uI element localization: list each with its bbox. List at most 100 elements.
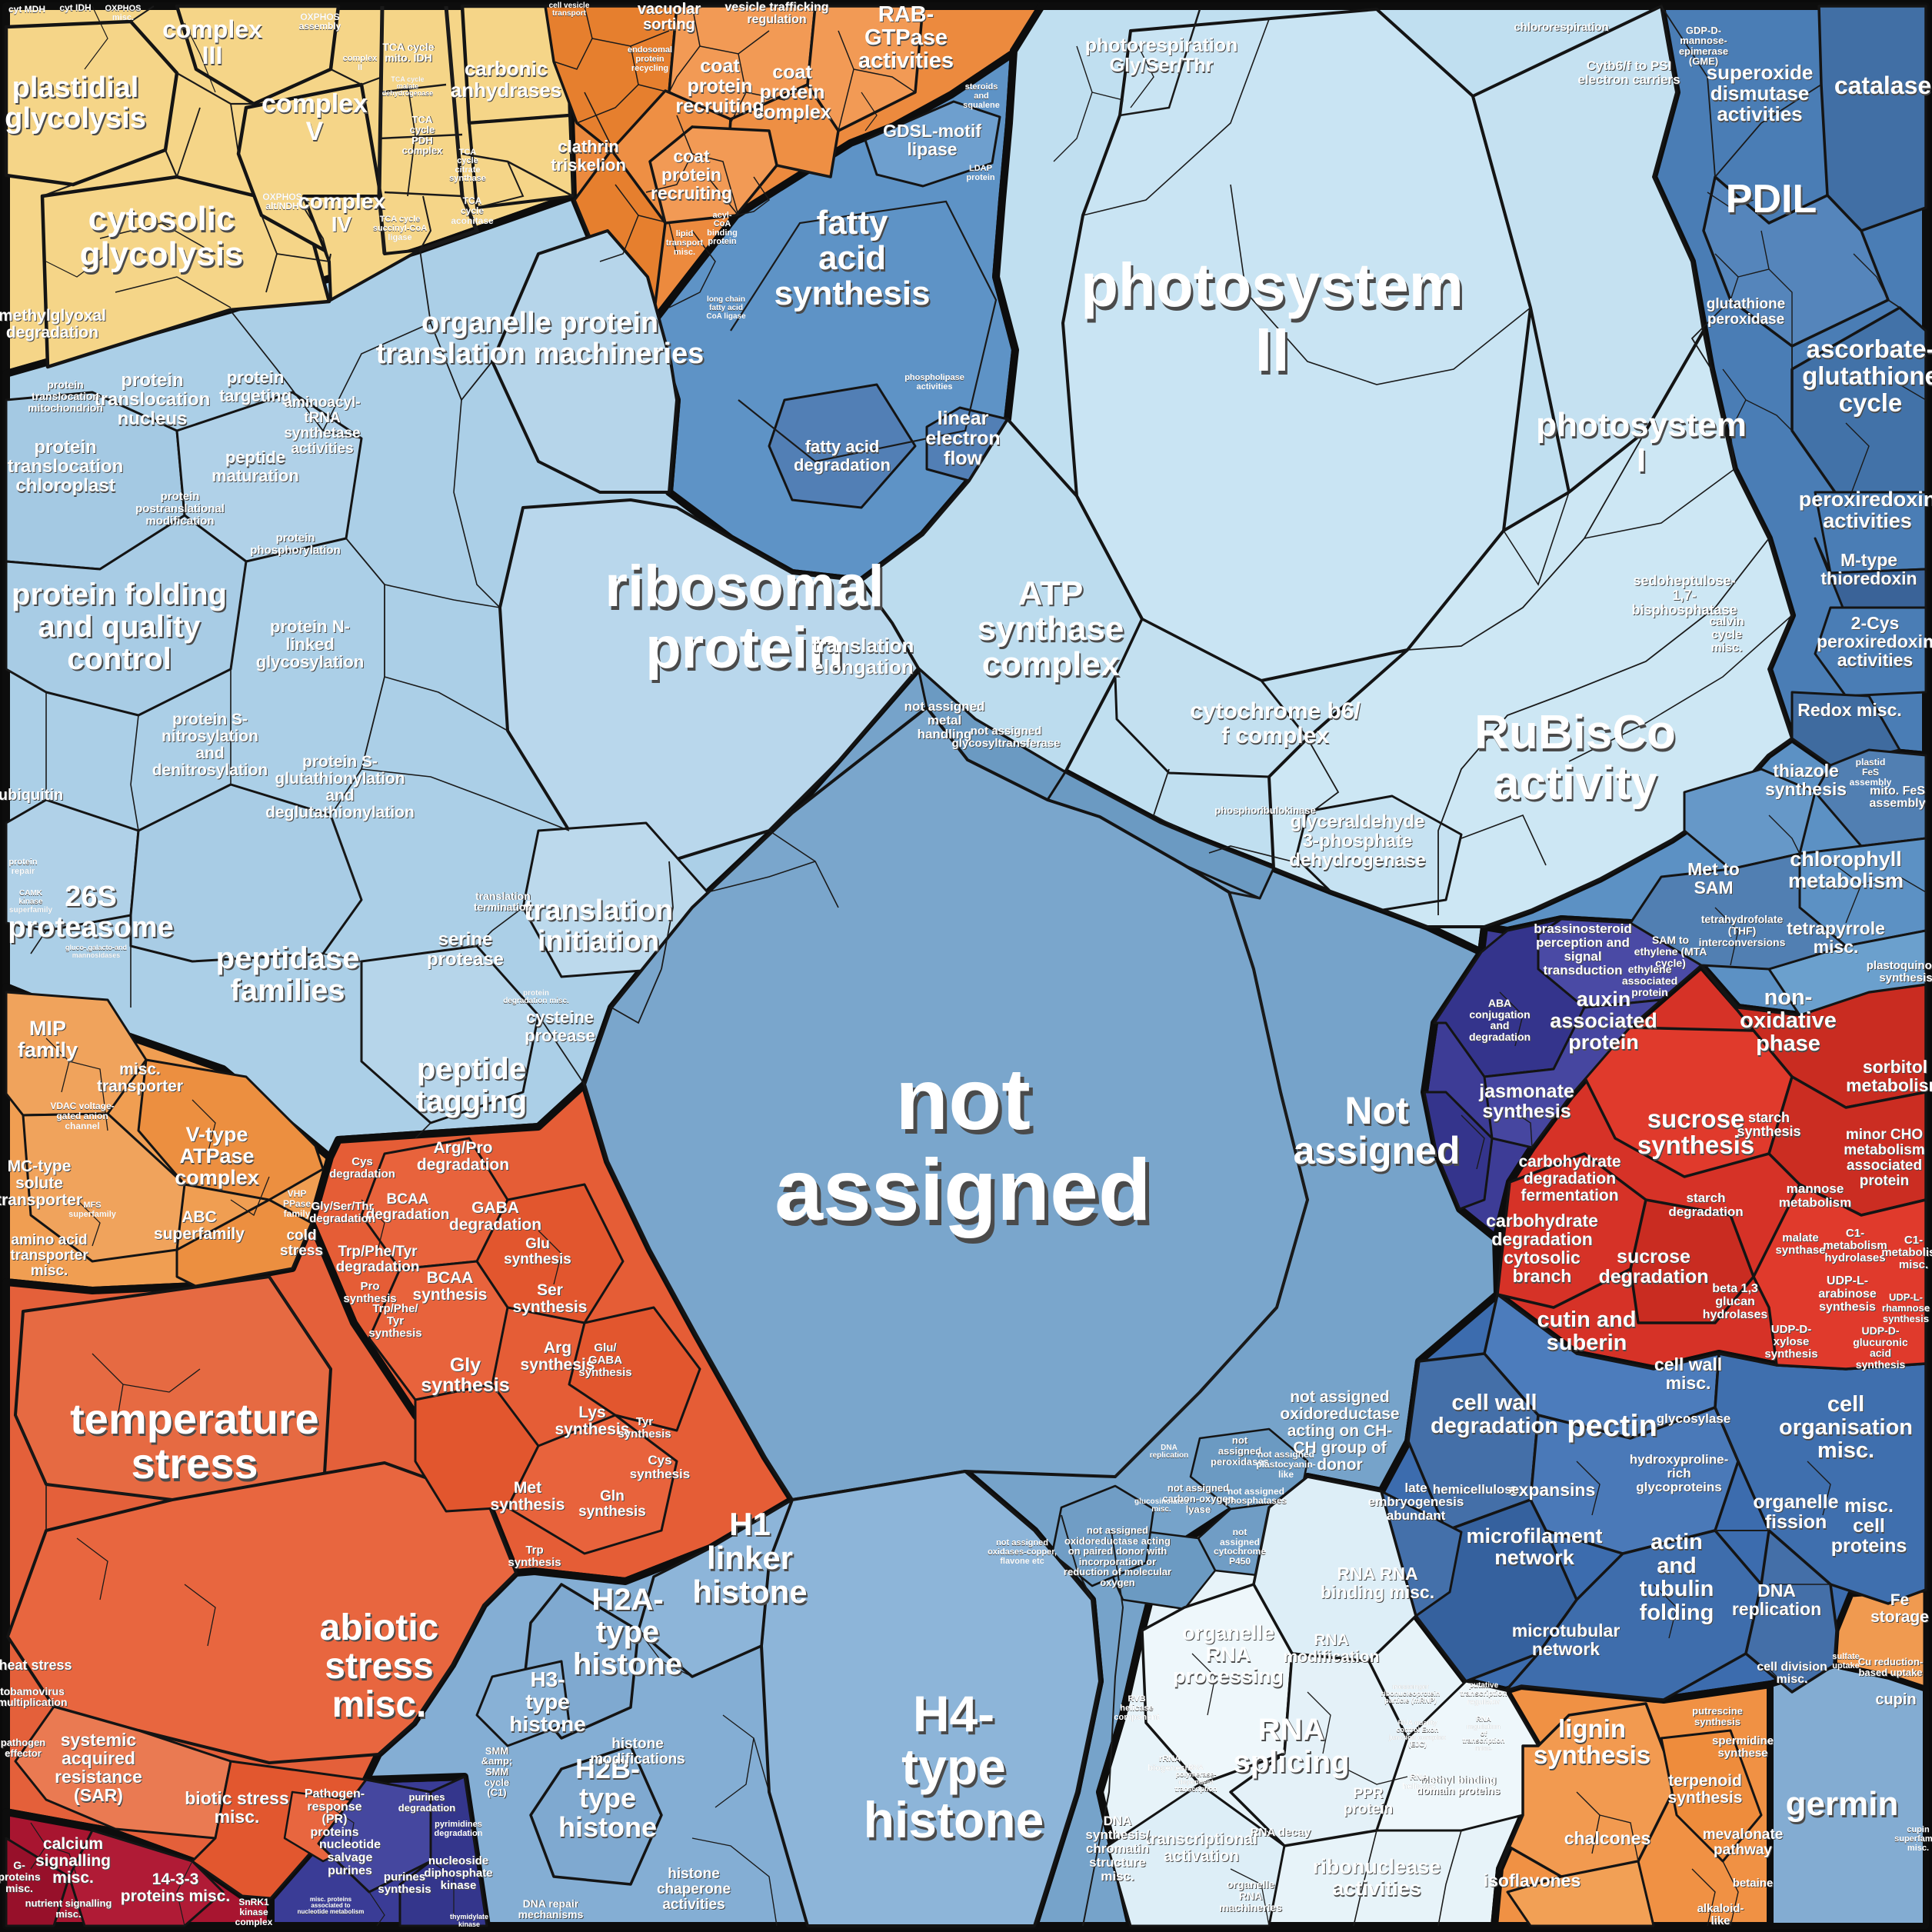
svg-text:metabolism: metabolism	[1823, 1239, 1887, 1252]
svg-text:IV: IV	[331, 212, 352, 236]
svg-text:succinyl-CoA: succinyl-CoA	[373, 225, 427, 234]
svg-text:hemicellulose: hemicellulose	[1434, 1483, 1520, 1497]
svg-text:Methyl binding: Methyl binding	[1421, 1774, 1497, 1786]
svg-text:fission: fission	[1765, 1511, 1827, 1533]
svg-text:transporter: transporter	[98, 1078, 184, 1096]
svg-text:cytochrome: cytochrome	[1214, 1546, 1266, 1557]
svg-text:not assigned: not assigned	[1291, 1389, 1391, 1407]
svg-text:II: II	[1257, 319, 1291, 388]
svg-text:sorbitol: sorbitol	[1864, 1058, 1928, 1078]
svg-text:histone: histone	[866, 1794, 1047, 1851]
svg-text:translation machineries: translation machineries	[376, 338, 705, 370]
svg-text:perception and: perception and	[1537, 936, 1631, 951]
svg-text:synthesis: synthesis	[1669, 1790, 1744, 1807]
svg-text:activities: activities	[1332, 1877, 1421, 1900]
svg-text:PPase: PPase	[283, 1199, 311, 1210]
svg-text:C1-: C1-	[1904, 1234, 1923, 1247]
svg-text:synthesis: synthesis	[1694, 1716, 1740, 1727]
svg-text:mannose-: mannose-	[1680, 35, 1727, 46]
svg-text:proteins: proteins	[310, 1826, 358, 1839]
svg-text:acting on CH-: acting on CH-	[1287, 1422, 1393, 1440]
svg-text:glycoproteins: glycoproteins	[1636, 1480, 1721, 1494]
svg-text:photosystem: photosystem	[1083, 255, 1466, 323]
svg-text:thiazole: thiazole	[1774, 761, 1840, 781]
svg-text:translation: translation	[476, 890, 531, 902]
svg-text:citrate: citrate	[455, 165, 480, 175]
svg-text:squalene: squalene	[963, 101, 1000, 110]
svg-text:degradation: degradation	[336, 1259, 420, 1275]
svg-text:synthesis: synthesis	[1737, 1124, 1800, 1139]
svg-text:repair: repair	[12, 867, 35, 876]
svg-text:protein: protein	[1631, 986, 1667, 998]
svg-text:SMM: SMM	[486, 1745, 509, 1757]
svg-text:not assigned: not assigned	[1227, 1486, 1284, 1497]
svg-text:cycle: cycle	[1840, 390, 1904, 418]
svg-text:superfamily: superfamily	[155, 1226, 245, 1244]
svg-text:synthesis: synthesis	[1668, 1789, 1743, 1807]
svg-text:and: and	[1491, 1020, 1511, 1032]
svg-text:tubulin: tubulin	[1641, 1578, 1715, 1603]
svg-text:DNA: DNA	[1757, 1581, 1796, 1601]
svg-text:recruiting: recruiting	[676, 97, 764, 118]
svg-text:cupin: cupin	[1907, 1826, 1930, 1835]
svg-text:coat: coat	[674, 147, 711, 167]
svg-text:not assigned: not assigned	[1168, 1483, 1230, 1494]
svg-text:superfamily: superfamily	[9, 906, 53, 914]
svg-text:H2A-: H2A-	[593, 1584, 665, 1618]
svg-text:phosphatases: phosphatases	[1225, 1496, 1287, 1507]
svg-text:FeS: FeS	[1862, 768, 1879, 778]
svg-text:H3-: H3-	[531, 1668, 565, 1692]
svg-text:methylglyoxal: methylglyoxal	[0, 308, 107, 325]
svg-text:branch: branch	[1514, 1267, 1573, 1287]
svg-text:translocation: translocation	[8, 457, 125, 478]
svg-text:beta 1,3: beta 1,3	[1712, 1282, 1758, 1295]
svg-text:translocation: translocation	[95, 389, 211, 410]
svg-text:purines: purines	[410, 1792, 446, 1804]
svg-text:activation: activation	[1164, 1847, 1239, 1865]
svg-text:PDIL: PDIL	[1727, 179, 1818, 224]
svg-text:RNA: RNA	[1239, 1890, 1262, 1902]
svg-text:modification: modification	[1284, 1649, 1381, 1667]
svg-text:degradation: degradation	[1469, 1031, 1531, 1043]
svg-text:handling: handling	[918, 727, 972, 741]
svg-text:nucleus: nucleus	[118, 410, 188, 431]
svg-text:recruiting: recruiting	[675, 95, 764, 117]
svg-text:degradation: degradation	[794, 455, 891, 475]
svg-text:SnRK1: SnRK1	[238, 1897, 269, 1907]
svg-text:degradation: degradation	[435, 1829, 483, 1838]
svg-text:Ser: Ser	[537, 1281, 563, 1299]
svg-text:3-phosphate: 3-phosphate	[1303, 831, 1413, 851]
svg-text:arabinose: arabinose	[1818, 1287, 1877, 1301]
svg-text:linked: linked	[285, 635, 335, 654]
svg-text:purines: purines	[328, 1865, 373, 1878]
svg-text:stress: stress	[281, 1244, 324, 1260]
svg-text:like: like	[1278, 1469, 1294, 1480]
svg-text:alt/NDH: alt/NDH	[265, 202, 298, 212]
svg-text:electron: electron	[925, 428, 1000, 449]
svg-text:coat: coat	[701, 56, 741, 78]
svg-text:TCA cycle: TCA cycle	[382, 41, 434, 53]
svg-text:complex: complex	[298, 189, 385, 213]
svg-text:expansins: expansins	[1509, 1480, 1596, 1500]
svg-text:particle (mRNP): particle (mRNP)	[1384, 1697, 1437, 1704]
svg-text:mito. IDH: mito. IDH	[385, 52, 432, 65]
svg-text:alkaloid-: alkaloid-	[1697, 1902, 1744, 1915]
svg-text:associated to: associated to	[311, 1902, 350, 1909]
svg-text:deglutathionylation: deglutathionylation	[265, 804, 415, 821]
svg-text:triskelion: triskelion	[551, 156, 627, 175]
svg-text:Gly: Gly	[450, 1354, 481, 1376]
svg-text:oxidative: oxidative	[1740, 1010, 1837, 1034]
svg-text:donor: donor	[1317, 1456, 1362, 1474]
svg-text:cyt IDH: cyt IDH	[59, 2, 91, 13]
svg-text:kinase: kinase	[458, 1920, 480, 1928]
svg-text:degradation: degradation	[1669, 1205, 1744, 1220]
svg-text:channel: channel	[65, 1121, 99, 1131]
svg-text:pathogen: pathogen	[1, 1737, 46, 1748]
svg-text:stress: stress	[325, 1646, 433, 1687]
svg-text:II: II	[1255, 315, 1289, 384]
svg-text:degradation: degradation	[398, 1802, 455, 1814]
svg-text:thymidylate: thymidylate	[450, 1914, 488, 1921]
svg-text:V: V	[306, 117, 324, 146]
svg-text:of: of	[1481, 1730, 1487, 1738]
svg-text:type: type	[580, 1784, 637, 1815]
